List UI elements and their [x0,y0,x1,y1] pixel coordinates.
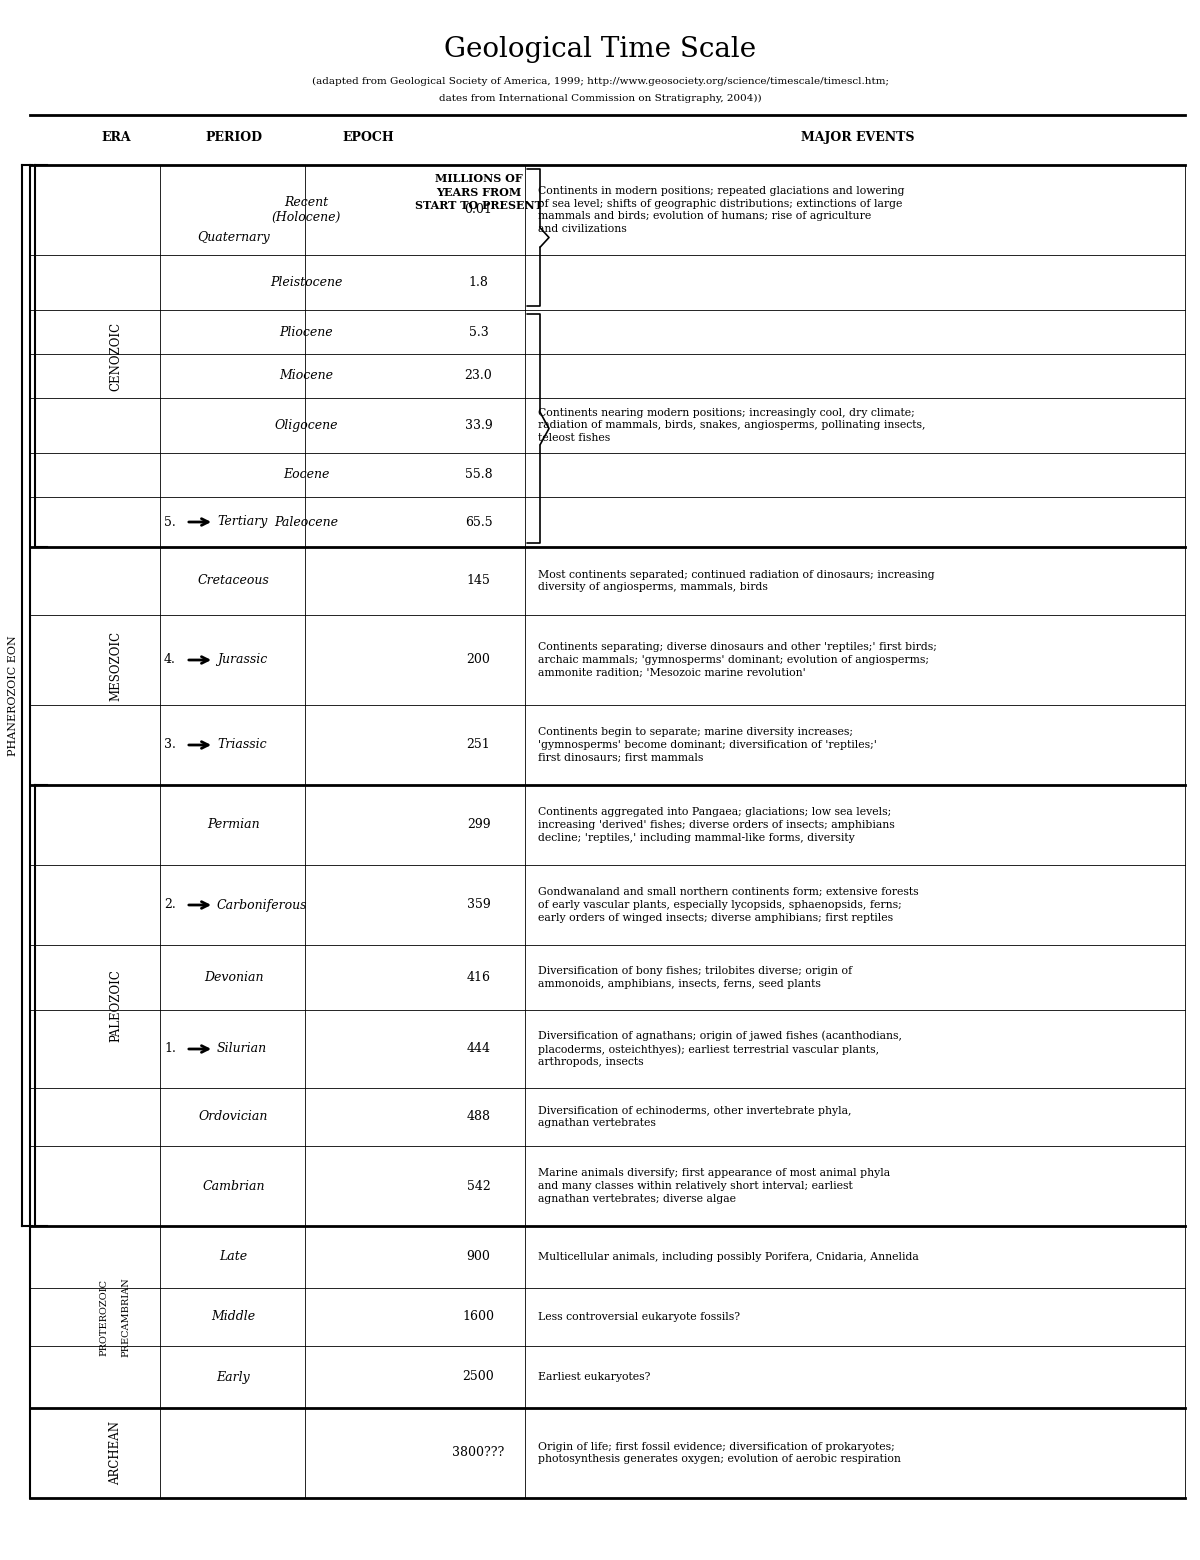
Text: 33.9: 33.9 [464,420,492,432]
Text: (adapted from Geological Society of America, 1999; http://www.geosociety.org/sci: (adapted from Geological Society of Amer… [312,76,888,86]
Text: Devonian: Devonian [204,970,263,984]
Text: 3.: 3. [164,738,176,752]
Text: 444: 444 [467,1042,491,1056]
Text: PROTEROZOIC: PROTEROZOIC [100,1279,108,1356]
Text: Oligocene: Oligocene [275,420,337,432]
Text: 359: 359 [467,899,491,911]
Text: Permian: Permian [208,819,260,831]
Text: Cambrian: Cambrian [203,1179,265,1192]
Text: 251: 251 [467,738,491,752]
Text: 416: 416 [467,970,491,984]
Text: Triassic: Triassic [217,738,266,752]
Text: PERIOD: PERIOD [205,131,262,145]
Text: MESOZOIC: MESOZOIC [109,630,122,700]
Text: Multicellular animals, including possibly Porifera, Cnidaria, Annelida: Multicellular animals, including possibl… [538,1253,919,1262]
Text: 2.: 2. [164,899,175,911]
Text: Diversification of echinoderms, other invertebrate phyla,
agnathan vertebrates: Diversification of echinoderms, other in… [538,1106,852,1128]
Text: 2500: 2500 [463,1371,494,1384]
Text: ARCHEAN: ARCHEAN [109,1421,122,1485]
Text: Jurassic: Jurassic [217,654,268,666]
Text: Geological Time Scale: Geological Time Scale [444,36,756,64]
Text: Continents nearing modern positions; increasingly cool, dry climate;
radiation o: Continents nearing modern positions; inc… [538,407,925,443]
Text: Miocene: Miocene [278,370,332,382]
Text: CENOZOIC: CENOZOIC [109,321,122,390]
Text: PALEOZOIC: PALEOZOIC [109,969,122,1042]
Text: 1.: 1. [164,1042,176,1056]
Text: Most continents separated; continued radiation of dinosaurs; increasing
diversit: Most continents separated; continued rad… [538,569,935,593]
Text: 65.5: 65.5 [464,515,492,529]
Text: Quaternary: Quaternary [197,231,270,243]
Text: EPOCH: EPOCH [343,131,395,145]
Text: Carboniferous: Carboniferous [217,899,307,911]
Text: Cretaceous: Cretaceous [198,574,269,588]
Text: 55.8: 55.8 [464,468,492,482]
Text: 5.3: 5.3 [469,326,488,339]
Text: Late: Late [220,1251,247,1264]
Text: Less controversial eukaryote fossils?: Less controversial eukaryote fossils? [538,1312,740,1321]
Text: Gondwanaland and small northern continents form; extensive forests
of early vasc: Gondwanaland and small northern continen… [538,888,919,924]
Text: Continents aggregated into Pangaea; glaciations; low sea levels;
increasing 'der: Continents aggregated into Pangaea; glac… [538,807,895,842]
Text: 1.8: 1.8 [468,276,488,289]
Text: Diversification of agnathans; origin of jawed fishes (acanthodians,
placoderms, : Diversification of agnathans; origin of … [538,1031,902,1067]
Text: Marine animals diversify; first appearance of most animal phyla
and many classes: Marine animals diversify; first appearan… [538,1168,890,1204]
Text: Earliest eukaryotes?: Earliest eukaryotes? [538,1371,650,1382]
Text: MILLIONS OF
YEARS FROM
START TO PRESENT: MILLIONS OF YEARS FROM START TO PRESENT [414,173,542,212]
Text: 5.: 5. [164,515,175,529]
Text: MAJOR EVENTS: MAJOR EVENTS [800,131,914,145]
Text: 200: 200 [467,654,491,666]
Text: 900: 900 [467,1251,491,1264]
Text: Early: Early [217,1371,251,1384]
Text: Recent
(Holocene): Recent (Holocene) [271,197,341,225]
Text: 299: 299 [467,819,491,831]
Text: 3800???: 3800??? [452,1446,505,1460]
Text: Continents in modern positions; repeated glaciations and lowering
of sea level; : Continents in modern positions; repeated… [538,186,905,234]
Text: Continents separating; diverse dinosaurs and other 'reptiles;' first birds;
arch: Continents separating; diverse dinosaurs… [538,643,937,677]
Text: 1600: 1600 [462,1310,494,1323]
Text: 542: 542 [467,1179,491,1192]
Text: dates from International Commission on Stratigraphy, 2004)): dates from International Commission on S… [439,94,761,103]
Text: Origin of life; first fossil evidence; diversification of prokaryotes;
photosynt: Origin of life; first fossil evidence; d… [538,1441,901,1465]
Text: Pliocene: Pliocene [280,326,332,339]
Text: Continents begin to separate; marine diversity increases;
'gymnosperms' become d: Continents begin to separate; marine div… [538,727,877,763]
Text: Paleocene: Paleocene [274,515,338,529]
Text: Middle: Middle [211,1310,256,1323]
Text: 4.: 4. [164,654,176,666]
Text: 488: 488 [467,1111,491,1123]
Text: 0.01: 0.01 [464,203,492,217]
Text: Silurian: Silurian [217,1042,268,1056]
Text: 23.0: 23.0 [464,370,492,382]
Text: Tertiary: Tertiary [217,515,268,529]
Text: Diversification of bony fishes; trilobites diverse; origin of
ammonoids, amphibi: Diversification of bony fishes; trilobit… [538,966,852,989]
Text: 145: 145 [467,574,491,588]
Text: Ordovician: Ordovician [199,1111,268,1123]
Text: PRECAMBRIAN: PRECAMBRIAN [121,1278,131,1357]
Text: PHANEROZOIC EON: PHANEROZOIC EON [8,635,18,757]
Text: ERA: ERA [101,131,131,145]
Text: Eocene: Eocene [283,468,329,482]
Text: Pleistocene: Pleistocene [270,276,342,289]
